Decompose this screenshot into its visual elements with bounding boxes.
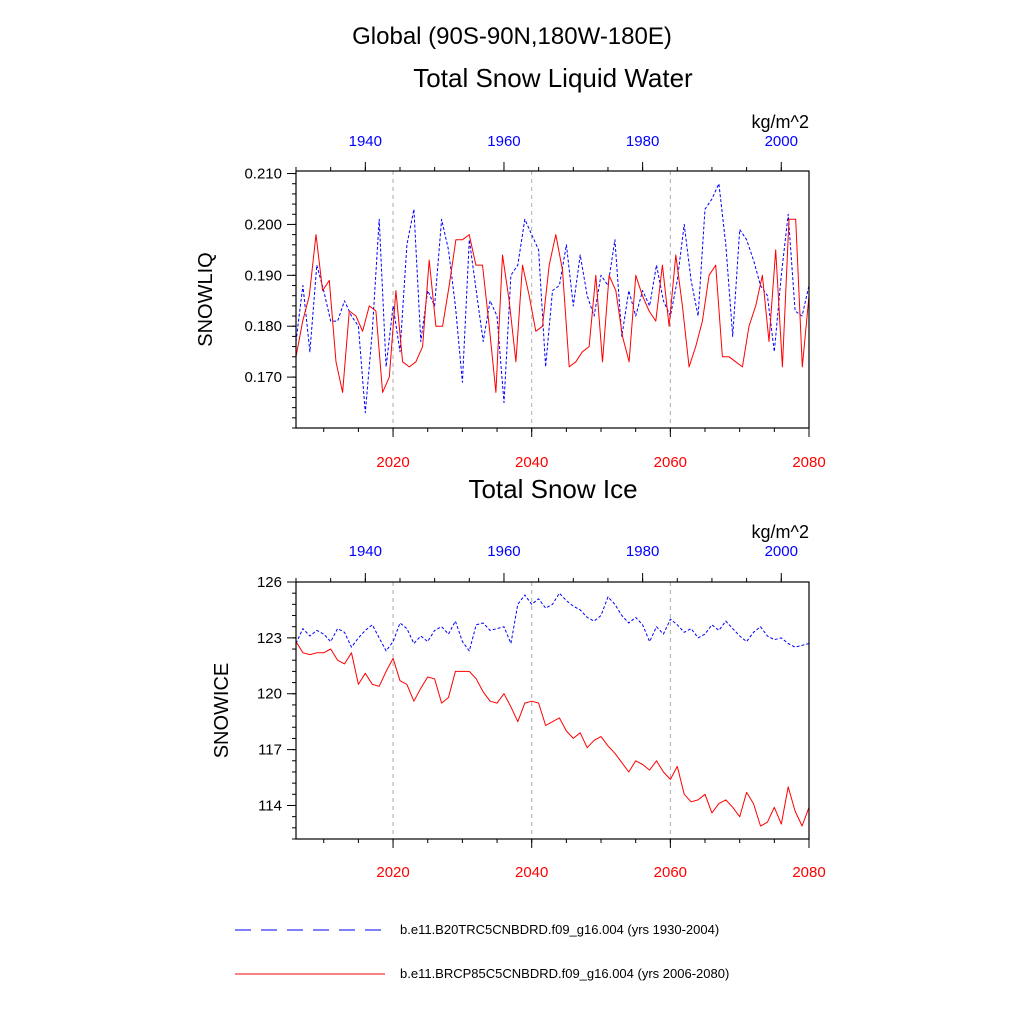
y-tick-label: 120 [257,686,282,703]
x-tick-label-top: 1940 [349,133,382,150]
y-axis-label: SNOWICE [211,663,233,759]
y-tick-label: 0.210 [244,166,282,183]
units-label: kg/m^2 [752,112,809,132]
y-tick-label: 0.180 [244,318,282,335]
y-tick-label: 117 [258,742,282,759]
series-line-historical [295,592,810,652]
panel-snow-liquid-water: Total Snow Liquid Water kg/m^2 SNOWLIQ 0.17… [195,63,826,471]
y-tick-label: 0.200 [244,216,282,233]
series-line-historical [295,183,810,414]
chart-title: Total Snow Liquid Water [413,63,693,93]
x-tick-label-bottom: 2040 [515,864,548,881]
x-tick-label-bottom: 2060 [654,864,687,881]
plot-frame [295,581,810,840]
x-tick-label-top: 2000 [765,543,798,560]
chart-title: Total Snow Ice [468,474,637,504]
x-tick-label-bottom: 2040 [515,454,548,471]
x-tick-label-bottom: 2080 [792,454,825,471]
panel-snow-ice: Total Snow Ice kg/m^2 SNOWICE 114 117 120 123 1… [211,474,826,881]
x-tick-label-top: 1960 [487,543,520,560]
x-tick-label-bottom: 2080 [792,864,825,881]
y-tick-label: 126 [257,574,282,591]
x-tick-label-bottom: 2020 [376,454,409,471]
y-tick-label: 0.190 [244,267,282,284]
legend: b.e11.B20TRC5CNBDRD.f09_g16.004 (yrs 193… [235,922,729,981]
units-label: kg/m^2 [752,522,809,542]
x-tick-label-top: 1980 [626,543,659,560]
y-tick-label: 123 [257,630,282,647]
legend-label-historical: b.e11.B20TRC5CNBDRD.f09_g16.004 (yrs 193… [400,922,719,937]
x-tick-label-bottom: 2020 [376,864,409,881]
x-tick-label-top: 1940 [349,543,382,560]
series-line-future [295,218,810,393]
plot-frame [295,170,810,429]
y-axis-label: SNOWLIQ [195,252,217,346]
x-tick-label-top: 1960 [487,133,520,150]
x-tick-label-bottom: 2060 [654,454,687,471]
series-line-future [295,641,810,827]
x-tick-label-top: 2000 [765,133,798,150]
y-tick-label: 0.170 [244,369,282,386]
legend-label-future: b.e11.BRCP85C5CNBDRD.f09_g16.004 (yrs 20… [400,966,729,981]
x-tick-label-top: 1980 [626,133,659,150]
page-title: Global (90S-90N,180W-180E) [352,23,672,50]
y-tick-label: 114 [258,797,282,814]
